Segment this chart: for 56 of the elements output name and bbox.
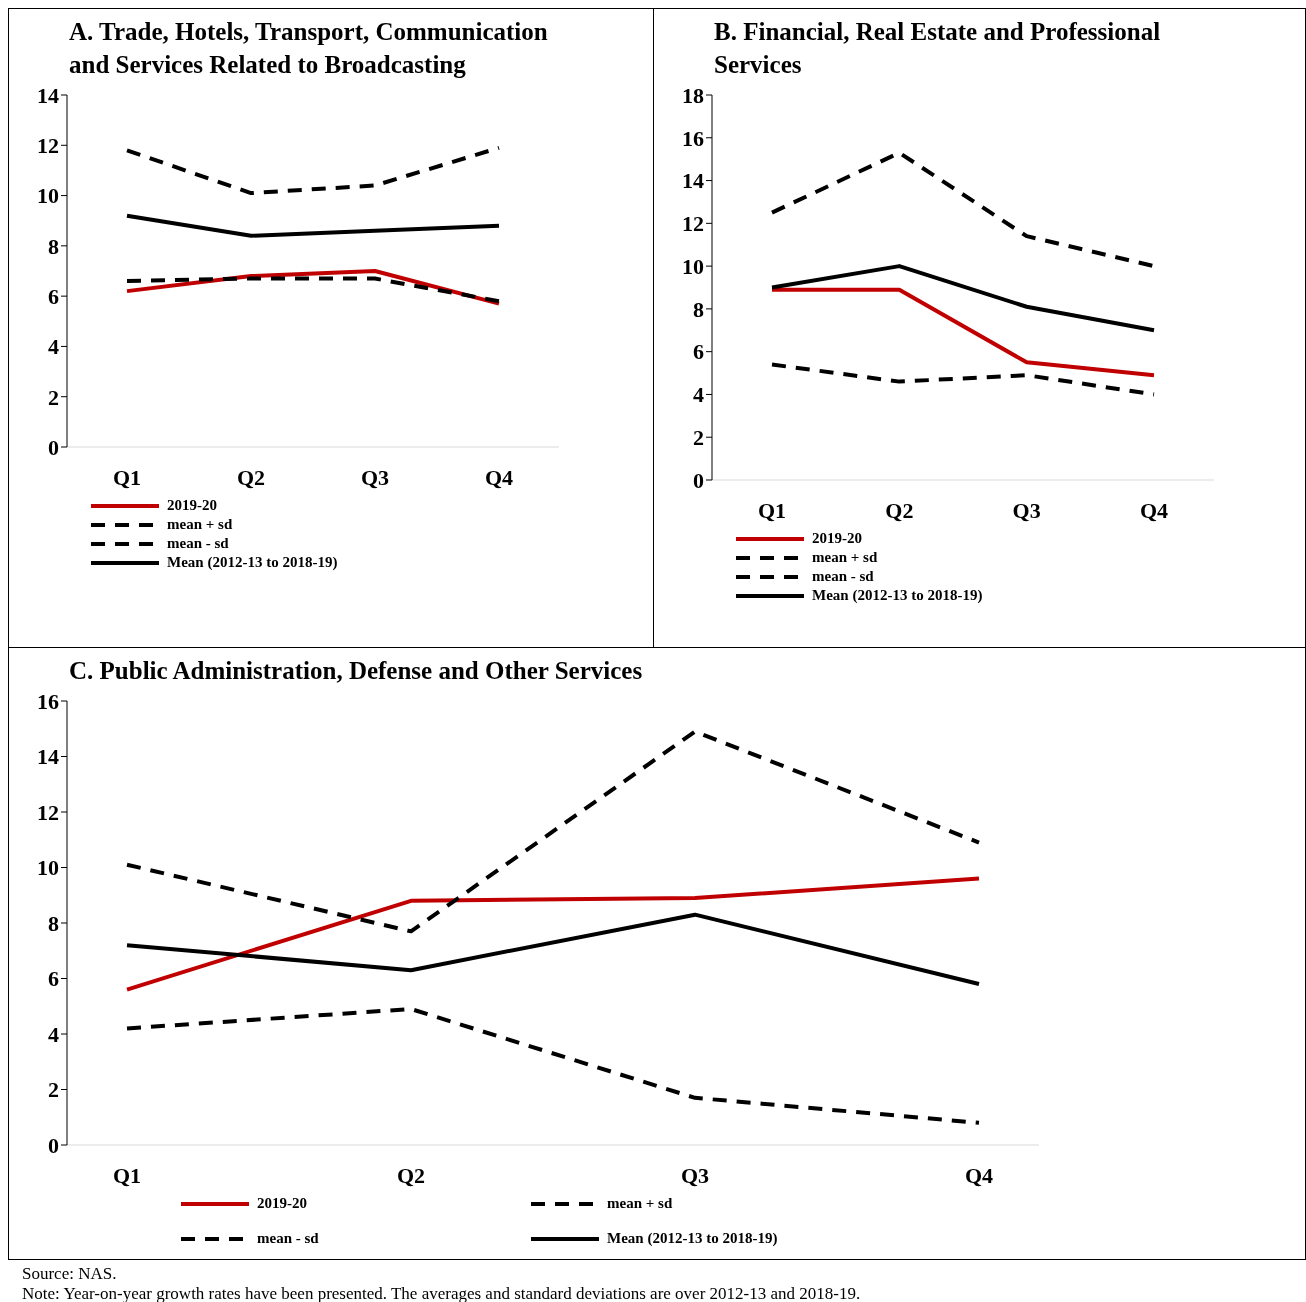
y-tick-label: 0 [693,467,704,493]
y-tick-label: 8 [48,233,59,259]
legend-label: mean + sd [812,549,878,566]
legend-label: Mean (2012-13 to 2018-19) [167,554,338,571]
legend-label: Mean (2012-13 to 2018-19) [607,1230,778,1247]
legend-label: mean - sd [167,535,229,552]
chart-title: A. Trade, Hotels, Transport, Communication and Services Related to Broadcasting [68,17,549,80]
x-tick-label: Q4 [1139,497,1169,523]
y-tick-label: 2 [48,1077,59,1103]
y-tick-label: 2 [693,425,704,451]
y-tick-label: 12 [682,211,704,237]
x-tick-label: Q3 [360,464,390,490]
y-tick-label: 10 [37,855,59,881]
legend-label: mean - sd [812,568,874,585]
x-tick-label: Q4 [484,464,514,490]
x-tick-label: Q2 [236,464,266,490]
legend-label: mean + sd [607,1195,673,1212]
x-tick-label: Q2 [396,1162,426,1188]
y-tick-label: 8 [48,910,59,936]
x-tick-label: Q4 [964,1162,994,1188]
y-tick-label: 14 [682,168,704,194]
x-tick-label: Q3 [1012,497,1041,523]
x-tick-label: Q3 [680,1162,710,1188]
y-tick-label: 6 [48,283,59,309]
legend-label: mean + sd [167,516,233,533]
y-tick-label: 16 [37,688,59,714]
y-tick-label: 4 [48,1021,59,1047]
y-tick-label: 4 [48,334,59,360]
y-tick-label: 16 [682,125,704,151]
y-tick-label: 0 [48,1132,59,1158]
y-tick-label: 12 [37,133,59,159]
legend-label: 2019-20 [167,497,217,514]
chart-title: B. Financial, Real Estate and Professional Services [713,17,1162,80]
y-tick-label: 8 [693,296,704,322]
x-tick-label: Q2 [885,497,914,523]
y-tick-label: 12 [37,799,59,825]
y-tick-label: 6 [48,966,59,992]
y-tick-label: 0 [48,434,59,460]
legend-label: 2019-20 [812,530,862,547]
y-tick-label: 14 [37,744,59,770]
y-tick-label: 10 [37,183,59,209]
x-tick-label: Q1 [757,497,787,523]
source-note: Source: NAS. [22,1264,118,1284]
y-tick-label: 14 [37,82,59,108]
legend-label: Mean (2012-13 to 2018-19) [812,587,983,604]
chart-title: C. Public Administration, Defense and Other Services [68,656,644,686]
text: Note: Year-on-year growth rates have been presented. The averages and standard deviations are over 2012-13 and 2018-19. [22,1284,862,1302]
legend-label: mean - sd [257,1230,319,1247]
legend-label: 2019-20 [257,1195,307,1212]
x-tick-label: Q1 [112,464,142,490]
y-tick-label: 2 [48,384,59,410]
x-tick-label: Q1 [112,1162,142,1188]
y-tick-label: 10 [682,253,704,279]
y-tick-label: 18 [682,82,704,108]
y-tick-label: 6 [693,339,704,365]
y-tick-label: 4 [693,382,704,408]
